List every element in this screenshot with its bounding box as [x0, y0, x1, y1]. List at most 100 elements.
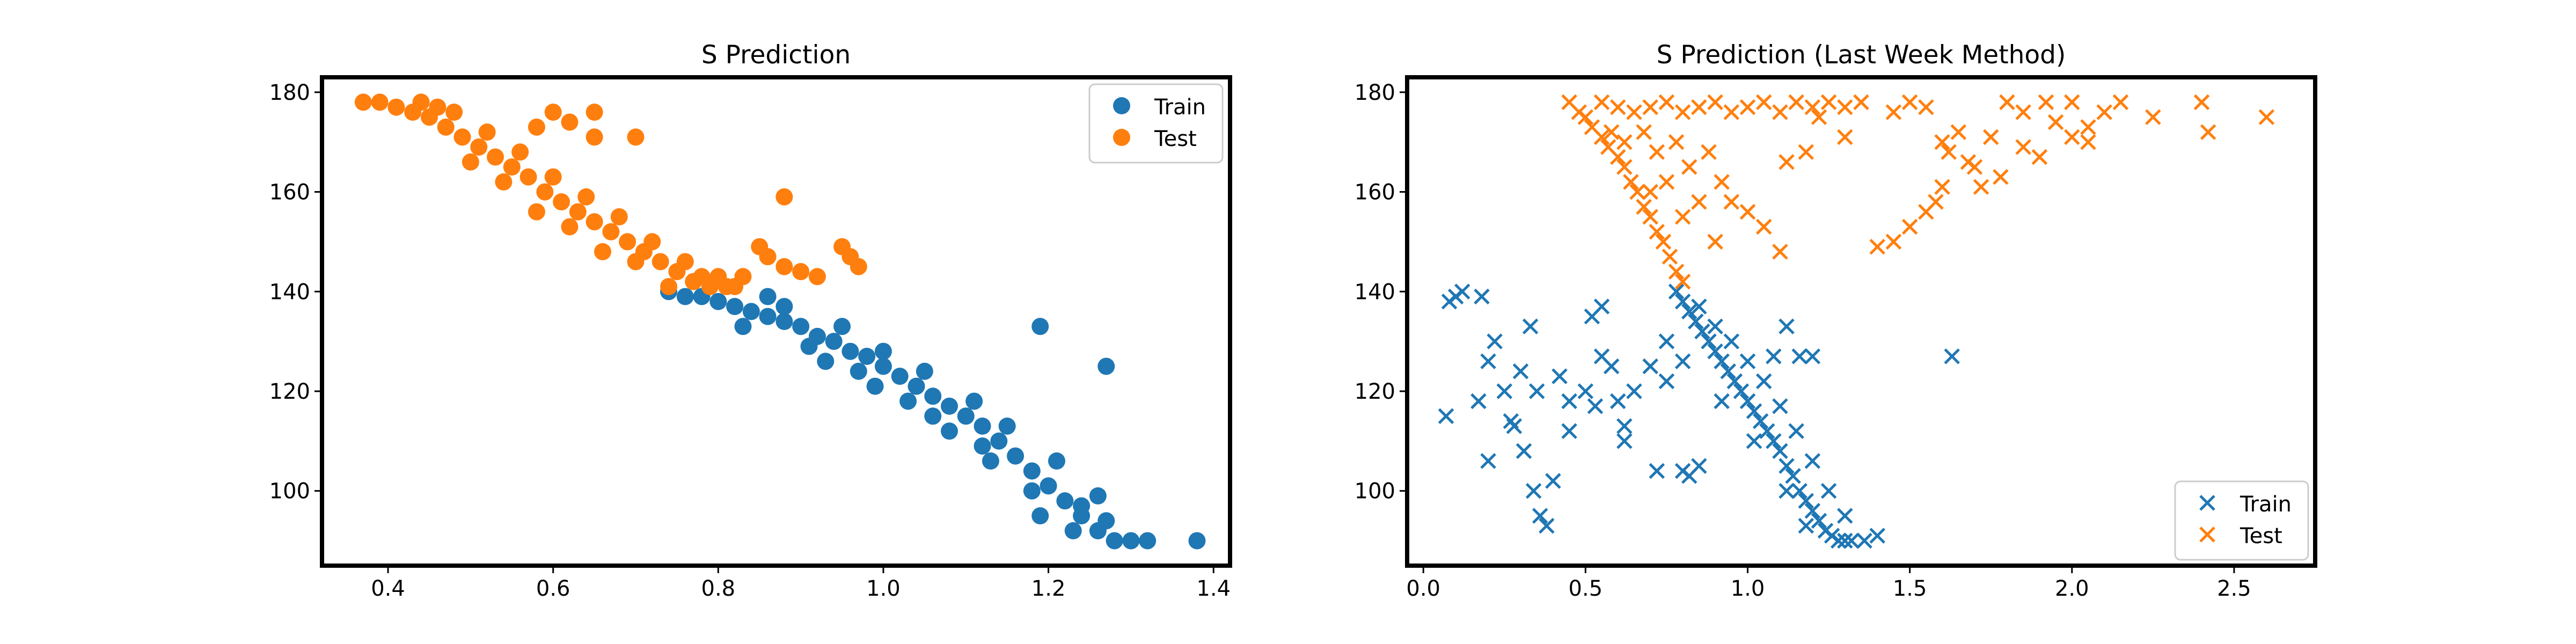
point-train — [1561, 423, 1577, 440]
point-test — [1739, 99, 1756, 115]
point-train — [1668, 283, 1685, 300]
point-test — [1918, 99, 1934, 115]
point-test — [519, 168, 537, 186]
point-train — [908, 377, 925, 395]
y-tick-label: 140 — [269, 280, 310, 304]
point-test — [1772, 104, 1788, 120]
point-test — [1869, 238, 1885, 255]
point-train — [1746, 433, 1762, 449]
x-tick-label: 0.5 — [1569, 576, 1603, 601]
legend-marker-train — [2199, 495, 2215, 511]
point-test — [1691, 194, 1707, 210]
point-train — [1480, 453, 1496, 469]
point-test — [2080, 119, 2096, 135]
point-test — [354, 93, 372, 111]
point-test — [1681, 159, 1697, 175]
point-train — [1532, 508, 1548, 524]
point-train — [800, 338, 818, 355]
plot-frame — [1405, 75, 2317, 568]
point-train — [1056, 492, 1074, 510]
point-train — [1525, 482, 1542, 499]
point-train — [850, 362, 867, 380]
point-test — [1629, 184, 1645, 200]
y-tick-label: 180 — [1355, 80, 1395, 105]
legend-label-train: Train — [1154, 95, 1206, 120]
point-test — [594, 243, 611, 260]
point-test — [1788, 94, 1804, 111]
point-train — [1798, 517, 1814, 534]
point-train — [734, 318, 752, 335]
legend-label-train: Train — [2240, 492, 2292, 517]
chart-title: S Prediction — [701, 40, 851, 70]
point-test — [1577, 109, 1594, 126]
point-train — [1766, 348, 1782, 364]
point-test — [1755, 218, 1772, 235]
point-test — [1691, 99, 1707, 115]
point-test — [577, 188, 595, 206]
point-test — [462, 153, 479, 171]
point-test — [1707, 233, 1723, 250]
y-tick-label: 120 — [269, 379, 310, 404]
point-test — [1674, 209, 1691, 225]
point-train — [1701, 333, 1717, 349]
point-test — [561, 218, 579, 236]
plot-frame — [320, 75, 1232, 568]
point-test — [1739, 203, 1756, 220]
point-train — [1089, 487, 1107, 504]
x-tick-label: 1.4 — [1196, 576, 1231, 601]
point-train — [858, 348, 876, 365]
point-train — [1122, 532, 1140, 550]
point-train — [1714, 393, 1730, 409]
y-tick-label: 180 — [269, 80, 310, 105]
point-train — [817, 353, 835, 370]
point-train — [1733, 383, 1750, 399]
point-test — [1658, 94, 1675, 111]
point-test — [643, 233, 661, 251]
point-train — [1097, 512, 1115, 530]
point-train — [1820, 482, 1837, 499]
x-tick-label: 0.0 — [1406, 576, 1440, 601]
point-train — [1772, 443, 1788, 459]
point-train — [1944, 348, 1960, 364]
point-train — [1755, 373, 1772, 390]
point-train — [1023, 462, 1041, 480]
x-tick-label: 1.0 — [1731, 576, 1765, 601]
point-test — [850, 258, 867, 275]
point-test — [1593, 129, 1610, 145]
point-train — [941, 397, 958, 415]
y-tick-label: 100 — [1355, 479, 1395, 504]
point-train — [1480, 353, 1496, 370]
x-tick-label: 1.5 — [1893, 576, 1927, 601]
point-train — [1610, 393, 1626, 409]
legend-marker-shape — [1113, 129, 1130, 146]
point-train — [1438, 408, 1454, 425]
point-test — [1626, 104, 1642, 120]
point-test — [528, 118, 545, 136]
point-train — [1723, 333, 1740, 349]
point-test — [660, 278, 678, 295]
point-test — [1993, 169, 2009, 185]
point-train — [1496, 383, 1513, 399]
point-train — [1487, 333, 1503, 349]
point-train — [1516, 443, 1532, 459]
point-test — [1755, 94, 1772, 111]
point-test — [2096, 104, 2112, 120]
point-test — [1934, 134, 1950, 150]
point-test — [1707, 94, 1723, 111]
point-train — [1856, 532, 1872, 549]
point-test — [808, 268, 826, 286]
point-train — [1714, 353, 1730, 370]
point-test — [1636, 124, 1652, 140]
point-train — [1674, 294, 1691, 310]
y-tick-label: 140 — [1355, 280, 1395, 304]
point-test — [511, 143, 529, 161]
point-train — [965, 392, 983, 410]
point-test — [553, 193, 570, 211]
legend-label-test: Test — [2240, 524, 2282, 548]
point-train — [957, 407, 975, 425]
point-test — [569, 203, 587, 221]
point-train — [1503, 413, 1519, 429]
point-test — [1668, 264, 1685, 280]
point-test — [1798, 144, 1814, 160]
point-test — [536, 183, 554, 201]
